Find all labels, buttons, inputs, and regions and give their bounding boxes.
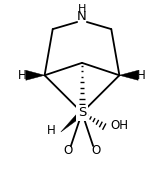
Text: O: O <box>91 144 100 157</box>
Polygon shape <box>26 70 45 80</box>
Text: H: H <box>47 124 56 137</box>
Text: N: N <box>77 10 87 23</box>
Polygon shape <box>61 110 84 132</box>
Text: O: O <box>64 144 73 157</box>
Text: H: H <box>78 4 86 14</box>
Text: S: S <box>78 106 86 119</box>
Polygon shape <box>119 70 138 80</box>
Text: H: H <box>137 69 146 82</box>
Text: H: H <box>18 69 27 82</box>
Text: OH: OH <box>110 119 128 132</box>
